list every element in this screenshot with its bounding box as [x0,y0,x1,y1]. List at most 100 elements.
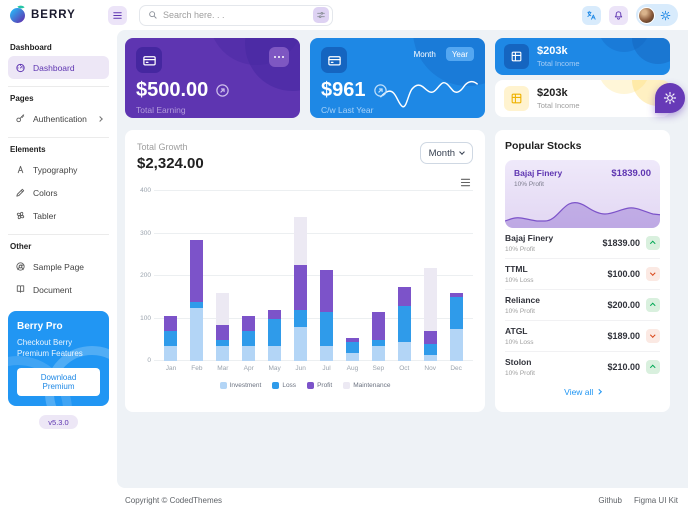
brand-name: BERRY [31,9,76,21]
month-toggle-button[interactable]: Month [408,47,442,61]
avatar [638,6,655,24]
stock-sub: 10% Loss [505,276,534,284]
bar-segment [423,331,437,344]
legend-swatch [307,382,315,389]
featured-stock-name: Bajaj Finery [514,168,563,178]
customize-fab-button[interactable] [655,83,685,113]
credit-card-icon [321,47,347,73]
footer-link-figma[interactable]: Figma UI Kit [633,495,678,505]
legend-item[interactable]: Loss [272,382,296,389]
bar-segment [449,297,463,330]
bar-segment [216,339,230,347]
income-label: Total Income [537,101,580,110]
chart-menu-icon[interactable] [460,178,471,187]
period-select[interactable]: Month [419,142,473,164]
year-toggle-button[interactable]: Year [445,47,474,61]
trend-chip[interactable] [646,266,660,281]
bar-segment [190,307,204,361]
legend-item[interactable]: Maintenance [343,382,390,389]
trend-chip[interactable] [646,235,660,250]
search-input[interactable] [163,10,308,20]
bar-column [443,293,469,361]
chevron-down-icon [459,149,465,155]
chart-legend: Investment Loss Profit Maintenance [137,382,473,389]
sidebar-item-label: Authentication [33,113,87,124]
language-button[interactable] [582,5,601,25]
sidebar-item-label: Dashboard [33,62,75,73]
menu-toggle-button[interactable] [108,5,127,25]
order-label: C/w Last Year [321,105,374,115]
sidebar-item-typography[interactable]: Typography [8,158,109,181]
sidebar-item-sample-page[interactable]: Sample Page [8,255,109,278]
legend-item[interactable]: Investment [219,382,262,389]
income-label: Total Income [537,59,580,68]
bar-segment [449,329,463,361]
sidebar-item-dashboard[interactable]: Dashboard [8,56,109,79]
sidebar-item-colors[interactable]: Colors [8,181,109,204]
stock-sub: 10% Profit [505,307,535,315]
earning-label: Total Earning [136,105,186,115]
profile-menu[interactable] [636,4,678,26]
featured-stock-card[interactable]: Bajaj Finery $1839.00 10% Profit [505,160,660,228]
sidebar-item-label: Document [33,284,72,295]
y-tick-label: 100 [140,314,151,322]
total-income-card-blue: $203k Total Income [495,38,670,75]
earning-more-button[interactable] [269,47,289,67]
trend-chevron-icon [650,241,656,247]
bar-segment [268,318,282,347]
gridline [154,317,473,319]
footer-link-github[interactable]: Github [598,495,622,505]
stacked-bar [423,267,437,361]
stacked-bar [268,310,282,361]
key-icon [16,114,25,123]
download-premium-button[interactable]: Download Premium [17,368,100,397]
stock-name: Stolon [505,357,532,367]
promo-title: Berry Pro [17,321,63,332]
bar-column [236,316,262,361]
sidebar-item-label: Typography [33,164,78,175]
nav-group-pages: Pages [10,94,34,103]
legend-label: Investment [229,382,262,389]
bell-icon [614,10,623,20]
brand[interactable]: BERRY [10,7,96,23]
notifications-button[interactable] [609,5,628,25]
trend-chevron-icon [650,303,656,309]
view-all-link[interactable]: View all [505,387,660,397]
sidebar-item-authentication[interactable]: Authentication [8,107,109,130]
featured-stock-price: $1839.00 [611,168,651,179]
legend-label: Maintenance [353,382,391,389]
stock-row: TTML 10% Loss $100.00 [505,259,660,290]
trend-chip[interactable] [646,297,660,312]
x-tick-label: Dec [450,365,462,372]
stacked-bar [164,316,178,361]
bar-segment [371,346,385,361]
legend-item[interactable]: Profit [307,382,332,389]
trend-chip[interactable] [646,359,660,374]
stock-price: $189.00 [607,330,640,341]
x-tick-label: Jul [322,365,331,372]
trend-chip[interactable] [646,328,660,343]
earning-amount: $500.00 [136,79,209,101]
bar-segment [371,312,385,340]
bar-column [288,216,314,361]
trend-chevron-icon [650,270,656,276]
featured-stock-sub: 10% Profit [514,181,544,188]
nav-group-elements: Elements [10,145,46,154]
x-tick-label: Oct [399,365,410,372]
y-tick-label: 0 [147,357,151,364]
divider [8,86,109,87]
sidebar-item-label: Tabler [33,210,57,221]
bar-column [210,293,236,361]
popular-stocks-card: Popular Stocks Bajaj Finery $1839.00 10%… [495,130,670,412]
adjustments-button[interactable] [313,7,329,23]
sidebar: Dashboard Dashboard Pages Authentication… [0,30,117,512]
bar-segment [242,316,256,332]
sidebar-item-document[interactable]: Document [8,278,109,301]
sidebar-item-tabler[interactable]: Tabler [8,204,109,227]
legend-label: Loss [282,382,297,389]
view-all-label: View all [564,387,594,397]
sidebar-item-label: Colors [33,187,58,198]
bar-segment [294,216,308,266]
stacked-bar [319,269,333,361]
